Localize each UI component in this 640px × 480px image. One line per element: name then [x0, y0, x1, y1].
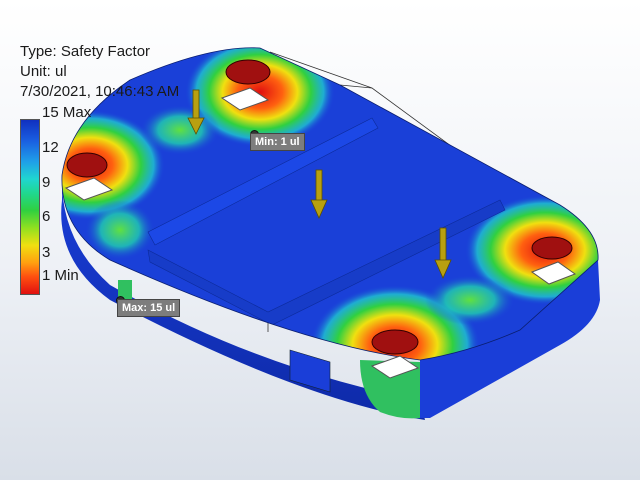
legend-min-label: 1 Min — [42, 267, 79, 284]
legend-max-label: 15 Max — [42, 104, 92, 121]
mounting-hole — [66, 59, 573, 355]
legend-tick-3: 3 — [42, 244, 51, 261]
part-front-face — [360, 360, 420, 419]
result-timestamp: 7/30/2021, 10:46:43 AM — [20, 83, 180, 100]
result-type-label: Type: Safety Factor — [20, 43, 151, 60]
result-unit-label: Unit: ul — [20, 63, 67, 80]
legend-tick-12: 12 — [42, 139, 59, 156]
constraint-glyph — [64, 87, 577, 379]
part-corner-strip — [118, 280, 132, 300]
color-legend-bar — [20, 119, 40, 295]
legend-tick-9: 9 — [42, 174, 51, 191]
load-arrow-icon — [187, 89, 452, 279]
min-probe-label[interactable]: Min: 1 ul — [250, 133, 305, 151]
max-probe-label[interactable]: Max: 15 ul — [117, 299, 181, 317]
legend-tick-6: 6 — [42, 208, 51, 225]
part-notch — [289, 349, 331, 393]
part-right-face — [420, 260, 600, 418]
